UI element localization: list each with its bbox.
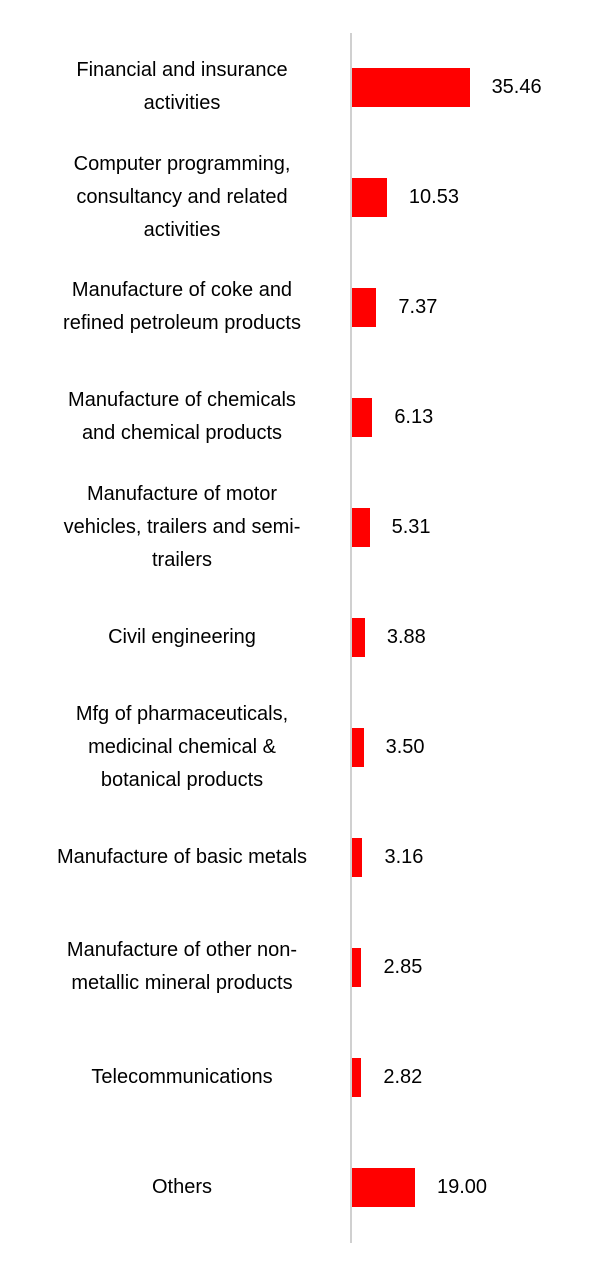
bar bbox=[352, 727, 364, 767]
value-label: 3.88 bbox=[386, 626, 426, 648]
category-label: Manufacture of chemicals and chemical pr… bbox=[68, 389, 296, 444]
category-label: Manufacture of basic metals bbox=[56, 845, 308, 868]
bar bbox=[352, 617, 365, 657]
bar bbox=[352, 1057, 362, 1097]
value-label: 10.53 bbox=[408, 186, 459, 208]
bar bbox=[352, 67, 470, 107]
value-label: 6.13 bbox=[394, 406, 434, 428]
value-label: 35.46 bbox=[491, 76, 542, 98]
value-label: 7.37 bbox=[398, 296, 438, 318]
bar bbox=[352, 947, 362, 987]
value-label: 19.00 bbox=[437, 1176, 488, 1198]
bar bbox=[352, 507, 370, 547]
category-label: Manufacture of other non- metallic miner… bbox=[66, 939, 298, 994]
bar bbox=[352, 177, 387, 217]
value-label: 2.82 bbox=[383, 1066, 423, 1088]
bar bbox=[352, 397, 373, 437]
category-label: Others bbox=[151, 1175, 213, 1198]
bar bbox=[352, 287, 377, 327]
category-label: Mfg of pharmaceuticals, medicinal chemic… bbox=[75, 702, 289, 791]
category-label: Manufacture of motor vehicles, trailers … bbox=[63, 482, 301, 571]
category-label: Civil engineering bbox=[108, 625, 256, 648]
value-label: 2.85 bbox=[383, 956, 423, 978]
value-label: 5.31 bbox=[391, 516, 431, 538]
value-label: 3.16 bbox=[384, 846, 424, 868]
category-label: Computer programming, consultancy and re… bbox=[73, 152, 291, 241]
bar bbox=[352, 837, 363, 877]
category-axis-line bbox=[350, 33, 352, 1243]
category-label: Telecommunications bbox=[91, 1065, 273, 1088]
category-label: Financial and insurance activities bbox=[76, 59, 288, 114]
value-label: 3.50 bbox=[385, 736, 425, 758]
category-label: Manufacture of coke and refined petroleu… bbox=[63, 279, 301, 334]
bar bbox=[352, 1167, 415, 1207]
